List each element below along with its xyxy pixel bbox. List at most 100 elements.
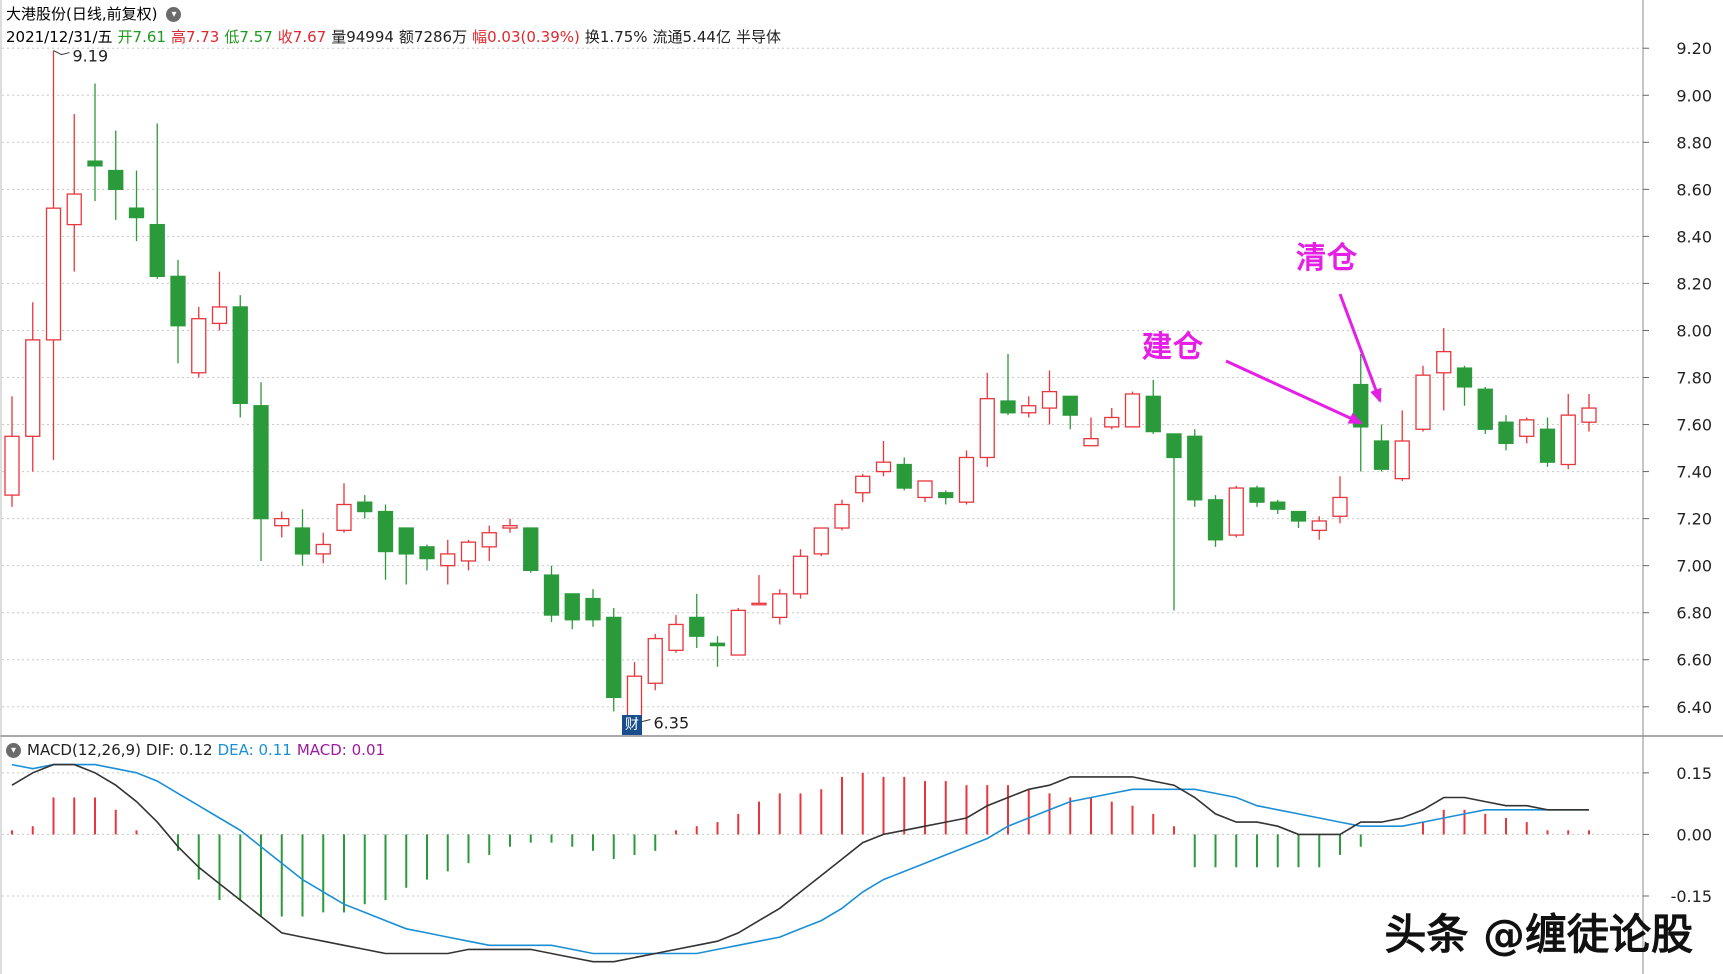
candle-down [1145, 395, 1161, 433]
candle-down [564, 593, 580, 621]
candle-down [253, 405, 269, 520]
price-tick-label: 7.20 [1676, 510, 1712, 529]
price-tick-label: 9.00 [1676, 86, 1712, 105]
candle-up [1519, 419, 1535, 437]
clear-arrow [1338, 293, 1382, 403]
price-tick-label: 7.80 [1676, 369, 1712, 388]
candle-up [502, 525, 518, 529]
candle-down [1249, 487, 1265, 503]
macd-name: MACD(12,26,9) [27, 741, 141, 759]
change-value: 幅0.03(0.39%) [472, 28, 580, 46]
close-value: 收7.67 [277, 28, 327, 46]
candle-down [1000, 400, 1016, 414]
candle-up [1581, 407, 1597, 423]
price-tick-label: 8.40 [1676, 227, 1712, 246]
stock-title-line: 大港股份(日线,前复权) ▾ [6, 4, 186, 24]
dea-line [11, 763, 1589, 955]
high-value: 高7.73 [170, 28, 220, 46]
candle-down [1539, 428, 1556, 463]
price-tick-label: 8.80 [1676, 133, 1712, 152]
candle-up [855, 475, 871, 494]
candle-up [1083, 438, 1099, 447]
candle-up [792, 555, 809, 595]
macd-series [11, 763, 1590, 963]
candle-up [626, 675, 643, 717]
candle-up [875, 461, 892, 473]
candle-down [1373, 440, 1390, 470]
price-tick-label: 6.40 [1676, 698, 1712, 717]
candle-up [460, 541, 477, 562]
macd-tick-label: 0.15 [1676, 764, 1712, 783]
clear-position-label: 清仓 [1296, 241, 1358, 276]
candle-down [938, 492, 954, 499]
price-tick-label: 8.00 [1676, 321, 1712, 340]
candle-down [523, 527, 539, 572]
candle-up [1560, 414, 1576, 466]
financial-report-badge[interactable]: 财 [622, 715, 642, 735]
turnover-value: 换1.75% [584, 28, 648, 46]
dif-line [11, 763, 1589, 963]
candle-down [1062, 395, 1078, 416]
candle-down [585, 597, 601, 621]
candle-up [440, 553, 456, 567]
candle-down [689, 616, 705, 637]
price-tick-label: 6.60 [1676, 651, 1712, 670]
candle-up [315, 543, 331, 555]
candle-down [294, 527, 311, 555]
price-tick-label: 7.40 [1676, 463, 1712, 482]
candle-down [232, 306, 248, 405]
candle-down [419, 546, 435, 560]
candle-down [1498, 421, 1514, 445]
candle-down [1477, 388, 1493, 430]
watermark: 头条 @缠徒论股 [1384, 910, 1693, 959]
price-tick-label: 9.20 [1676, 39, 1712, 58]
macd-header: ▾ MACD(12,26,9) DIF: 0.12 DEA: 0.11 MACD: 0.… [6, 740, 390, 760]
candle-down [543, 574, 560, 616]
candle-down [87, 160, 103, 167]
candlestick-series [4, 50, 1597, 719]
candle-down [377, 510, 394, 553]
macd-value: MACD: 0.01 [296, 741, 386, 759]
candle-up [1041, 390, 1058, 409]
candle-up [1332, 496, 1348, 517]
sector-value: 半导体 [735, 28, 781, 46]
candle-down [1187, 435, 1203, 501]
candle-down [398, 527, 414, 555]
candle-up [25, 339, 41, 437]
candle-up [772, 593, 788, 619]
amount-value: 额7286万 [398, 28, 468, 46]
candle-up [751, 602, 767, 606]
candle-up [481, 532, 497, 548]
chevron-down-icon[interactable]: ▾ [166, 7, 182, 22]
volume-value: 量94994 [331, 28, 394, 46]
candle-down [128, 207, 145, 219]
stock-name: 大港股份(日线,前复权) [6, 5, 158, 23]
candle-up [1104, 416, 1120, 428]
chevron-down-icon[interactable]: ▾ [6, 743, 21, 758]
candle-up [1021, 405, 1037, 414]
candle-up [336, 503, 352, 532]
low-value: 低7.57 [224, 28, 273, 46]
candle-up [4, 435, 20, 496]
candle-up [1311, 520, 1327, 532]
build-arrow [1225, 359, 1363, 425]
candle-down [1207, 499, 1224, 541]
price-tick-label: 8.20 [1676, 274, 1712, 293]
dif-value: DIF: 0.12 [145, 741, 213, 759]
candle-up [211, 306, 228, 325]
min-marker-label: 6.35 [654, 714, 690, 733]
candle-up [45, 207, 62, 341]
candle-up [813, 527, 829, 555]
candle-up [647, 637, 663, 684]
macd-tick-label: -0.15 [1671, 887, 1712, 906]
candle-down [606, 616, 622, 699]
candle-down [1270, 501, 1286, 510]
candle-up [1436, 350, 1452, 374]
candle-down [170, 275, 186, 327]
macd-tick-label: 0.00 [1676, 825, 1712, 844]
candle-up [1415, 374, 1431, 430]
grid-lines [2, 47, 1643, 897]
candle-up [1394, 440, 1410, 480]
